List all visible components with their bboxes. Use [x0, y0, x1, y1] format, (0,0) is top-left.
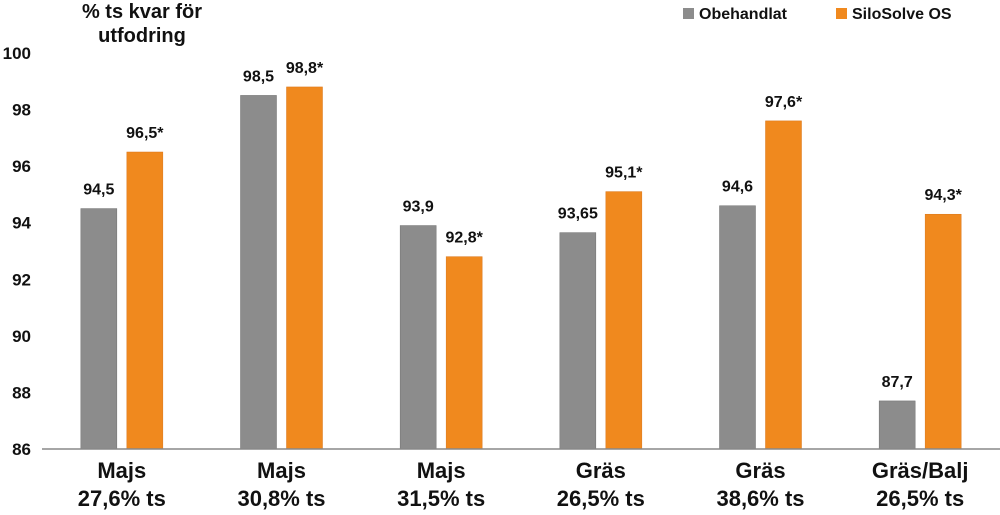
- data-labels: 94,5 96,5* 98,5 98,8* 93,9 92,8* 93,65 95,1* 94,…: [83, 60, 962, 391]
- data-label: 95,1*: [605, 165, 643, 182]
- y-tick-label: 100: [3, 44, 31, 63]
- y-axis-ticks: 86 88 90 92 94 96 98 100: [3, 44, 32, 459]
- y-tick-label: 90: [12, 327, 31, 346]
- data-label: 87,7: [882, 374, 913, 391]
- bar-obehandlat: [240, 95, 277, 450]
- data-label: 98,8*: [286, 60, 324, 77]
- legend-label: Obehandlat: [699, 6, 788, 23]
- x-tick-label: Majs: [417, 458, 466, 483]
- y-tick-label: 98: [12, 101, 31, 120]
- bar-obehandlat: [399, 225, 437, 450]
- bar-silosolve: [126, 151, 164, 450]
- bar-silosolve: [605, 191, 643, 450]
- data-label: 92,8*: [445, 230, 483, 247]
- data-label: 94,5: [83, 182, 114, 199]
- bar-obehandlat: [559, 232, 597, 450]
- y-tick-label: 94: [12, 214, 31, 233]
- x-tick-label: 31,5% ts: [397, 486, 485, 511]
- bars: [80, 86, 962, 450]
- bar-silosolve: [765, 120, 802, 450]
- bar-silosolve: [445, 256, 483, 450]
- legend-label: SiloSolve OS: [852, 6, 952, 23]
- x-tick-label: 27,6% ts: [78, 486, 166, 511]
- bar-obehandlat: [878, 400, 916, 450]
- bar-obehandlat: [719, 205, 756, 450]
- data-label: 97,6*: [765, 94, 803, 111]
- y-axis-title-line: % ts kvar för: [82, 1, 202, 23]
- x-tick-label: Majs: [257, 458, 306, 483]
- y-tick-label: 96: [12, 157, 31, 176]
- bar-silosolve: [924, 213, 962, 450]
- x-tick-label: Gräs: [576, 458, 626, 483]
- x-tick-label: 38,6% ts: [716, 486, 804, 511]
- legend-swatch: [683, 8, 694, 19]
- legend: Obehandlat SiloSolve OS: [683, 6, 952, 23]
- data-label: 94,3*: [924, 187, 962, 204]
- data-label: 98,5: [243, 68, 274, 85]
- data-label: 96,5*: [126, 125, 164, 142]
- y-tick-label: 88: [12, 383, 31, 402]
- y-axis-title-line: utfodring: [98, 25, 186, 47]
- data-label: 94,6: [722, 179, 753, 196]
- legend-swatch: [836, 8, 847, 19]
- data-label: 93,9: [403, 199, 434, 216]
- x-tick-label: 26,5% ts: [557, 486, 645, 511]
- y-tick-label: 92: [12, 270, 31, 289]
- x-axis-ticks: Majs 27,6% ts Majs 30,8% ts Majs 31,5% ts Gräs…: [78, 458, 969, 511]
- x-tick-label: Gräs/Balj: [872, 458, 969, 483]
- x-tick-label: 26,5% ts: [876, 486, 964, 511]
- x-tick-label: Gräs: [735, 458, 785, 483]
- data-label: 93,65: [558, 206, 598, 223]
- x-tick-label: Majs: [97, 458, 146, 483]
- y-tick-label: 86: [12, 440, 31, 459]
- bar-silosolve: [286, 86, 323, 450]
- bar-obehandlat: [80, 208, 118, 450]
- x-tick-label: 30,8% ts: [237, 486, 325, 511]
